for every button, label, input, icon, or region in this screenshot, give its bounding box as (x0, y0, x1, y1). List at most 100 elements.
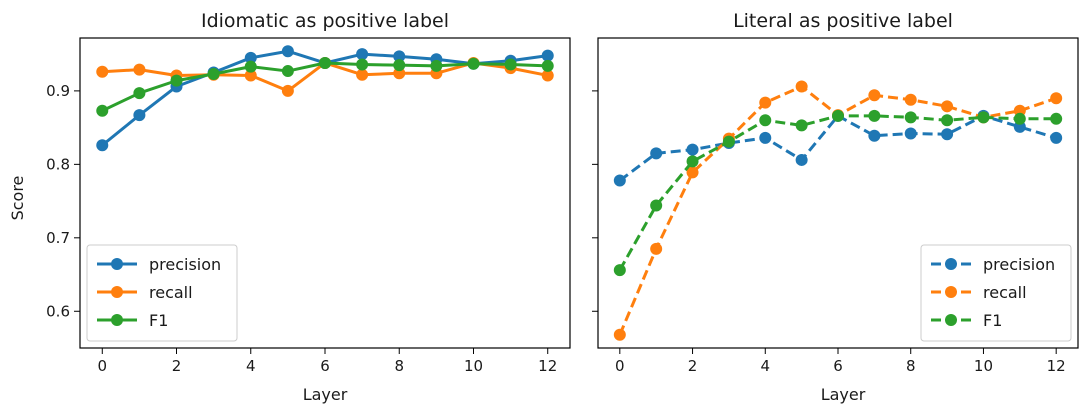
legend-item: recall (931, 283, 1027, 302)
data-point (613, 328, 626, 341)
x-tick-label: 6 (833, 357, 843, 375)
data-point (941, 128, 954, 141)
series-f1 (613, 109, 1063, 277)
data-point (795, 119, 808, 132)
data-point (356, 48, 369, 61)
x-tick-label: 0 (615, 357, 625, 375)
x-tick-label: 0 (97, 357, 107, 375)
data-point (244, 69, 257, 82)
y-axis-label: Score (8, 176, 27, 221)
data-point (904, 93, 917, 106)
data-point (504, 58, 517, 71)
legend-label: F1 (983, 311, 1002, 330)
x-tick-label: 12 (1047, 357, 1066, 375)
x-tick-label: 10 (974, 357, 993, 375)
data-point (722, 135, 735, 148)
legend-item: recall (97, 283, 193, 302)
data-point (207, 67, 220, 80)
data-point (650, 199, 663, 212)
legend-marker (111, 314, 123, 326)
legend-item: precision (97, 255, 221, 274)
legend-item: F1 (931, 311, 1002, 330)
legend-box (920, 244, 1072, 342)
data-point (868, 109, 881, 122)
data-point (430, 59, 443, 72)
data-point (904, 111, 917, 124)
data-point (244, 51, 257, 64)
data-point (393, 59, 406, 72)
x-tick-label: 4 (246, 357, 256, 375)
y-tick-label: 0.6 (46, 302, 70, 320)
data-point (170, 74, 183, 87)
data-point (904, 127, 917, 140)
chart-title: Idiomatic as positive label (201, 10, 449, 32)
legend-marker (111, 286, 123, 298)
data-point (686, 143, 699, 156)
data-point (759, 96, 772, 109)
legend-marker (945, 286, 957, 298)
data-point (868, 89, 881, 102)
data-point (281, 45, 294, 58)
data-point (795, 153, 808, 166)
y-tick-label: 0.8 (46, 155, 70, 173)
legend-box (86, 244, 238, 342)
data-point (650, 147, 663, 160)
y-tick-label: 0.9 (46, 82, 70, 100)
data-point (1050, 112, 1063, 125)
legend-marker (945, 314, 957, 326)
data-point (281, 84, 294, 97)
data-point (356, 68, 369, 81)
data-point (1013, 112, 1026, 125)
data-point (133, 109, 146, 122)
x-tick-label: 8 (394, 357, 404, 375)
legend-marker (111, 258, 123, 270)
data-point (613, 264, 626, 277)
x-tick-label: 2 (172, 357, 182, 375)
data-point (941, 114, 954, 127)
legend-marker (945, 258, 957, 270)
x-tick-label: 4 (760, 357, 770, 375)
data-point (319, 56, 331, 69)
x-axis-label: Layer (821, 385, 866, 404)
series-f1 (96, 56, 554, 117)
data-point (96, 65, 109, 78)
x-tick-label: 12 (538, 357, 557, 375)
legend: precision recall F1 (920, 244, 1072, 342)
series-line (101, 61, 548, 113)
data-point (759, 131, 772, 144)
data-point (96, 104, 109, 117)
x-tick-label: 6 (320, 357, 330, 375)
data-point (941, 100, 954, 113)
x-axis-label: Layer (303, 385, 348, 404)
legend: precision recall F1 (86, 244, 238, 342)
legend-label: recall (983, 283, 1027, 302)
data-point (1050, 131, 1063, 144)
legend-label: recall (149, 283, 193, 302)
data-point (686, 166, 699, 179)
panel-literal: Literal as positive label Layer 0 2 4 6 8 10 1… (592, 10, 1079, 404)
legend-label: precision (149, 255, 221, 274)
data-point (244, 60, 257, 73)
legend-label: precision (983, 255, 1055, 274)
data-point (795, 80, 808, 93)
data-point (759, 114, 772, 127)
y-tick-label: 0.7 (46, 229, 70, 247)
legend-item: F1 (97, 311, 168, 330)
data-point (96, 139, 109, 152)
data-point (977, 111, 990, 124)
data-point (541, 59, 554, 72)
x-tick-label: 8 (906, 357, 916, 375)
data-point (1050, 92, 1063, 105)
data-point (281, 65, 294, 78)
data-point (356, 58, 369, 71)
series-line (618, 114, 1057, 182)
data-point (541, 49, 554, 62)
legend-label: F1 (149, 311, 168, 330)
data-point (393, 50, 406, 63)
data-point (133, 87, 146, 100)
legend-item: precision (931, 255, 1055, 274)
data-point (467, 57, 480, 70)
x-tick-label: 10 (464, 357, 483, 375)
data-point (686, 155, 699, 168)
